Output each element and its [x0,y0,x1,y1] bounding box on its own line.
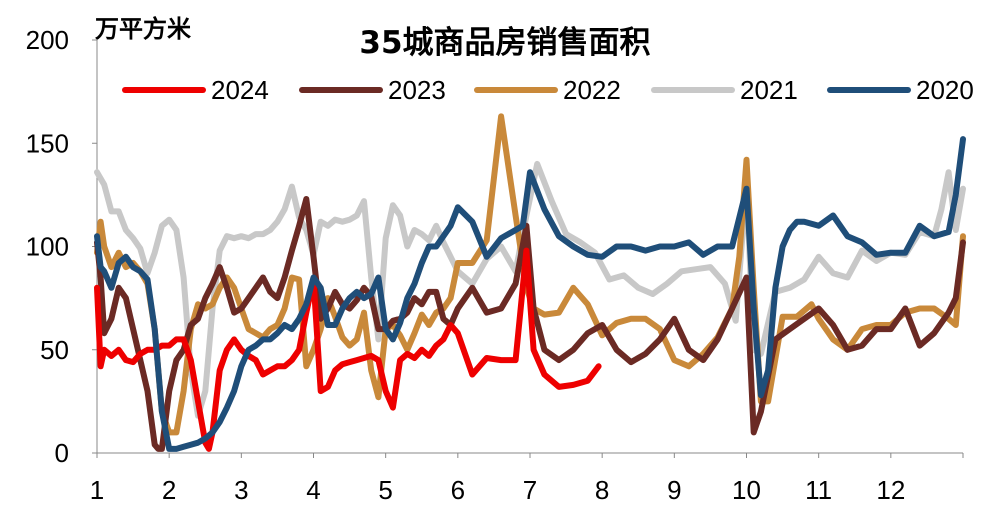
x-tick-label: 9 [667,475,681,505]
legend-label-2021: 2021 [740,75,798,105]
y-axis-unit-label: 万平方米 [95,15,191,43]
legend: 2024 2023 2022 2021 2020 [122,75,974,105]
series-line-2023 [94,196,966,452]
x-tick-label: 5 [378,475,392,505]
x-tick-label: 12 [876,475,905,505]
legend-label-2020: 2020 [916,75,974,105]
legend-label-2022: 2022 [563,75,621,105]
x-tick-label: 10 [732,475,761,505]
y-tick-label: 50 [40,335,69,365]
chart-title: 35城商品房销售面积 [359,25,650,61]
plot-area [94,113,966,452]
series-line-2024 [94,247,602,452]
x-tick-label: 3 [234,475,248,505]
y-axis: 0 50 100 150 200 [26,25,98,468]
x-axis: 1 2 3 4 5 6 7 8 9 10 11 12 [90,452,964,505]
y-tick-label: 150 [26,128,69,158]
y-tick-label: 100 [26,232,69,262]
legend-label-2023: 2023 [388,75,446,105]
x-tick-label: 7 [523,475,537,505]
series-line-2020 [94,136,966,452]
x-tick-label: 4 [306,475,320,505]
x-tick-label: 8 [595,475,609,505]
x-tick-label: 6 [451,475,465,505]
x-tick-label: 11 [805,475,832,505]
series-line-2022 [94,113,966,436]
y-tick-label: 0 [55,438,69,468]
x-tick-label: 1 [90,475,104,505]
y-tick-label: 200 [26,25,69,55]
legend-label-2024: 2024 [211,75,269,105]
x-tick-label: 2 [162,475,176,505]
